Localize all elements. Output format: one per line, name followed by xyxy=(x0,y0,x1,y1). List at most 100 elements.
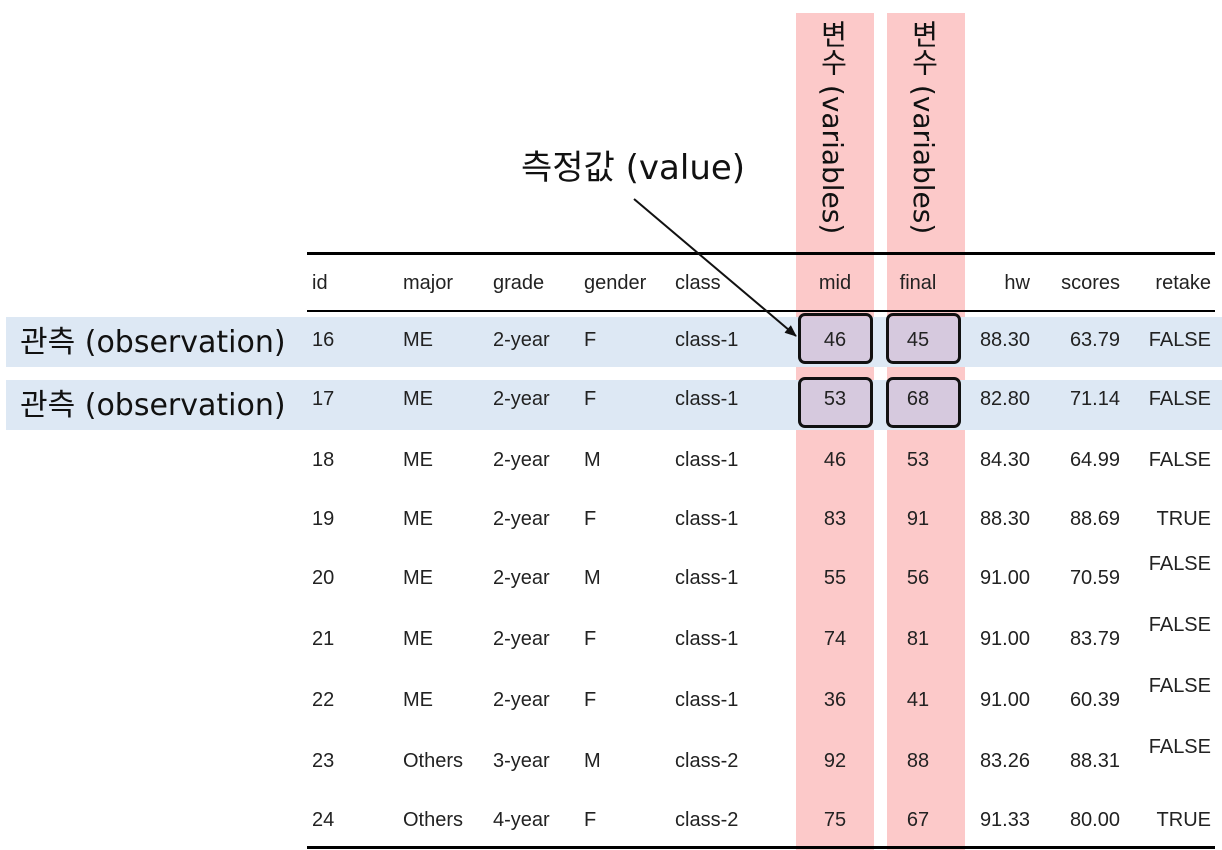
table-cell-hw: 82.80 xyxy=(979,388,1030,410)
value-box xyxy=(798,313,873,364)
table-cell-retake: TRUE xyxy=(1156,809,1211,831)
table-cell-mid: 36 xyxy=(823,689,847,711)
variable-band-mid xyxy=(796,13,874,850)
observation-highlight-1 xyxy=(6,317,1222,367)
table-cell-gender: M xyxy=(584,750,601,772)
table-cell-gender: M xyxy=(584,567,601,589)
table-cell-id: 18 xyxy=(312,449,335,471)
column-header-retake: retake xyxy=(1155,272,1211,294)
observation-label-2: 관측 (observation) xyxy=(20,388,286,423)
table-cell-major: ME xyxy=(403,628,433,650)
table-cell-hw: 91.00 xyxy=(979,689,1030,711)
table-cell-final: 56 xyxy=(906,567,930,589)
table-cell-final: 81 xyxy=(906,628,930,650)
table-cell-hw: 91.00 xyxy=(979,628,1030,650)
table-cell-final: 41 xyxy=(906,689,930,711)
column-header-grade: grade xyxy=(493,272,545,294)
table-cell-class: class-1 xyxy=(675,388,739,410)
table-cell-mid: 83 xyxy=(823,508,847,530)
value-box xyxy=(886,313,961,364)
table-cell-grade: 2-year xyxy=(493,567,550,589)
table-cell-final: 88 xyxy=(906,750,930,772)
table-cell-mid: 75 xyxy=(823,809,847,831)
table-cell-id: 23 xyxy=(312,750,335,772)
table-header-rule xyxy=(307,310,1215,312)
table-cell-retake: FALSE xyxy=(1148,553,1211,575)
table-cell-hw: 83.26 xyxy=(979,750,1030,772)
value-box xyxy=(886,377,961,428)
table-cell-id: 17 xyxy=(312,388,335,410)
table-cell-scores: 63.79 xyxy=(1069,329,1120,351)
table-cell-grade: 3-year xyxy=(493,750,550,772)
table-cell-grade: 2-year xyxy=(493,449,550,471)
table-cell-gender: F xyxy=(584,689,597,711)
table-cell-hw: 91.33 xyxy=(979,809,1030,831)
table-cell-mid: 55 xyxy=(823,567,847,589)
table-cell-major: ME xyxy=(403,689,433,711)
table-cell-final: 45 xyxy=(906,329,930,351)
table-cell-major: ME xyxy=(403,388,433,410)
column-header-hw: hw xyxy=(1004,272,1030,294)
table-cell-grade: 2-year xyxy=(493,628,550,650)
table-cell-final: 53 xyxy=(906,449,930,471)
table-cell-grade: 2-year xyxy=(493,388,550,410)
table-cell-gender: F xyxy=(584,508,597,530)
table-cell-retake: FALSE xyxy=(1148,614,1211,636)
variable-label-final: 변수 (variables) xyxy=(907,20,940,235)
table-cell-major: ME xyxy=(403,449,433,471)
table-cell-gender: F xyxy=(584,329,597,351)
table-cell-retake: FALSE xyxy=(1148,736,1211,758)
table-cell-retake: TRUE xyxy=(1156,508,1211,530)
table-cell-scores: 70.59 xyxy=(1069,567,1120,589)
value-callout: 측정값 (value) xyxy=(521,148,746,188)
table-cell-class: class-1 xyxy=(675,329,739,351)
table-cell-hw: 84.30 xyxy=(979,449,1030,471)
column-header-final: final xyxy=(899,272,937,294)
table-cell-class: class-2 xyxy=(675,809,739,831)
table-cell-retake: FALSE xyxy=(1148,449,1211,471)
table-cell-gender: F xyxy=(584,628,597,650)
table-cell-mid: 53 xyxy=(823,388,847,410)
observation-highlight-2 xyxy=(6,380,1222,430)
table-cell-class: class-1 xyxy=(675,689,739,711)
table-cell-scores: 88.31 xyxy=(1069,750,1120,772)
table-cell-major: Others xyxy=(403,809,464,831)
table-cell-retake: FALSE xyxy=(1148,388,1211,410)
table-cell-hw: 88.30 xyxy=(979,329,1030,351)
table-cell-gender: F xyxy=(584,809,597,831)
table-cell-scores: 80.00 xyxy=(1069,809,1120,831)
variable-label-mid: 변수 (variables) xyxy=(816,20,849,235)
table-cell-final: 68 xyxy=(906,388,930,410)
column-header-mid: mid xyxy=(818,272,852,294)
column-header-major: major xyxy=(403,272,454,294)
table-cell-grade: 2-year xyxy=(493,508,550,530)
observation-label-1: 관측 (observation) xyxy=(20,325,286,360)
value-box xyxy=(798,377,873,428)
table-cell-id: 16 xyxy=(312,329,335,351)
table-cell-major: ME xyxy=(403,508,433,530)
table-cell-scores: 60.39 xyxy=(1069,689,1120,711)
table-cell-id: 19 xyxy=(312,508,335,530)
table-cell-major: Others xyxy=(403,750,464,772)
table-cell-mid: 46 xyxy=(823,329,847,351)
table-cell-scores: 83.79 xyxy=(1069,628,1120,650)
table-cell-class: class-1 xyxy=(675,449,739,471)
table-bottom-rule xyxy=(307,846,1215,849)
table-cell-grade: 2-year xyxy=(493,329,550,351)
column-header-id: id xyxy=(312,272,328,294)
table-cell-class: class-2 xyxy=(675,750,739,772)
table-cell-grade: 2-year xyxy=(493,689,550,711)
table-cell-class: class-1 xyxy=(675,508,739,530)
table-cell-major: ME xyxy=(403,567,433,589)
column-header-scores: scores xyxy=(1061,272,1120,294)
table-cell-class: class-1 xyxy=(675,628,739,650)
table-cell-hw: 91.00 xyxy=(979,567,1030,589)
table-top-rule xyxy=(307,252,1215,255)
table-cell-id: 22 xyxy=(312,689,335,711)
table-cell-final: 67 xyxy=(906,809,930,831)
table-cell-scores: 88.69 xyxy=(1069,508,1120,530)
table-cell-major: ME xyxy=(403,329,433,351)
table-cell-grade: 4-year xyxy=(493,809,550,831)
table-cell-id: 21 xyxy=(312,628,335,650)
